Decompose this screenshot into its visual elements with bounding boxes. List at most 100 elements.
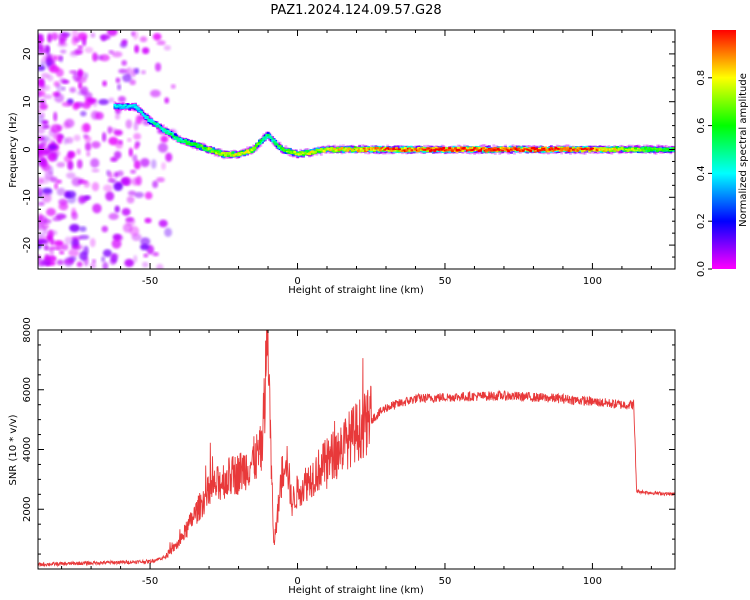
ridge-cell bbox=[322, 148, 326, 151]
noise-blob bbox=[48, 65, 60, 73]
ridge-cell bbox=[362, 147, 366, 150]
noise-blob bbox=[80, 123, 91, 134]
ridge-cell bbox=[431, 147, 435, 150]
noise-blob bbox=[38, 255, 42, 261]
ridge-cell bbox=[316, 149, 320, 153]
ridge-cell bbox=[591, 147, 595, 151]
ridge-cell bbox=[371, 147, 375, 150]
noise-blob bbox=[101, 132, 107, 142]
ridge-cell bbox=[259, 141, 263, 145]
noise-blob bbox=[47, 229, 54, 240]
ridge-cell bbox=[163, 129, 167, 133]
ridge-cell bbox=[204, 147, 208, 150]
ridge-cell bbox=[399, 150, 403, 152]
ridge-cell bbox=[303, 151, 307, 155]
ridge-cell bbox=[663, 148, 667, 151]
noise-blob bbox=[61, 243, 69, 251]
noise-blob bbox=[157, 142, 168, 153]
colorbar-tick-label: 0.6 bbox=[696, 118, 707, 134]
ridge-cell bbox=[579, 147, 583, 155]
ridge-cell bbox=[228, 152, 232, 155]
ridge-cell bbox=[499, 147, 503, 150]
ridge-cell bbox=[429, 149, 432, 153]
ridge-cell bbox=[331, 147, 335, 150]
noise-blob bbox=[79, 226, 87, 232]
ridge-cell bbox=[403, 146, 407, 151]
ridge-cell bbox=[297, 151, 301, 155]
ridge-cell bbox=[148, 120, 152, 123]
ridge-cell bbox=[485, 148, 488, 152]
ridge-cell bbox=[328, 149, 332, 152]
ridge-cell bbox=[576, 147, 580, 151]
ridge-cell bbox=[535, 147, 538, 150]
ridge-cell bbox=[619, 147, 623, 150]
ridge-cell bbox=[260, 139, 264, 143]
ridge-cell bbox=[476, 148, 480, 151]
ridge-cell bbox=[530, 148, 534, 151]
spectrogram-y-ticks: -20 -10 0 10 20 bbox=[22, 29, 675, 270]
ridge-cell bbox=[179, 140, 183, 143]
ridge-cell bbox=[126, 103, 130, 108]
ridge-cell bbox=[288, 150, 292, 153]
ridge-cell bbox=[370, 147, 373, 150]
ridge-cell bbox=[336, 149, 339, 151]
colorbar-tick-label: 0.4 bbox=[696, 165, 707, 181]
ridge-cell bbox=[148, 119, 152, 125]
ridge-cell bbox=[299, 151, 303, 154]
ridge-cell bbox=[607, 148, 611, 151]
ridge-cell bbox=[234, 153, 238, 156]
ridge-cell bbox=[147, 115, 151, 122]
ridge-cell bbox=[569, 149, 572, 153]
ridge-cell bbox=[420, 148, 423, 152]
noise-blob bbox=[80, 110, 87, 117]
noise-blob bbox=[38, 149, 42, 157]
noise-blob bbox=[101, 225, 109, 233]
ridge-cell bbox=[284, 149, 288, 154]
ridge-cell bbox=[580, 148, 584, 151]
noise-blob bbox=[151, 159, 157, 169]
ridge-cell bbox=[309, 150, 313, 153]
ridge-cell bbox=[291, 151, 295, 154]
ridge-cell bbox=[482, 147, 485, 150]
spectrogram-x-ticks: -50 0 50 100 bbox=[61, 30, 652, 287]
ridge-cell bbox=[415, 149, 419, 152]
ridge-cell bbox=[666, 148, 670, 151]
ridge-cell bbox=[213, 151, 217, 154]
ridge-cell bbox=[427, 147, 431, 150]
ridge-cell bbox=[274, 142, 278, 146]
ridge-cell bbox=[464, 148, 468, 151]
ridge-cell bbox=[237, 152, 241, 156]
ridge-cell bbox=[636, 148, 640, 152]
noise-blob bbox=[47, 152, 57, 162]
ridge-cell bbox=[409, 145, 413, 151]
noise-blob bbox=[38, 114, 45, 124]
noise-blob bbox=[42, 226, 47, 236]
y-tick-label: -20 bbox=[22, 237, 33, 253]
ridge-cell bbox=[639, 147, 643, 152]
ridge-cell bbox=[172, 135, 176, 138]
noise-blob bbox=[102, 80, 107, 87]
ridge-cell bbox=[116, 105, 120, 108]
ridge-cell bbox=[560, 146, 564, 150]
ridge-cell bbox=[374, 146, 378, 150]
ridge-cell bbox=[549, 147, 553, 150]
ridge-cell bbox=[405, 149, 409, 152]
noise-blob bbox=[70, 256, 77, 261]
noise-blob bbox=[73, 134, 81, 142]
ridge-cell bbox=[168, 133, 171, 135]
ridge-cell bbox=[421, 148, 425, 151]
ridge-cell bbox=[490, 147, 494, 150]
ridge-cell bbox=[650, 148, 654, 152]
ridge-cell bbox=[464, 146, 468, 150]
noise-blob bbox=[144, 217, 152, 224]
ridge-cell bbox=[402, 146, 406, 151]
ridge-cell bbox=[160, 128, 164, 131]
ridge-cell bbox=[324, 148, 328, 151]
noise-blob bbox=[115, 140, 123, 149]
noise-blob bbox=[75, 75, 87, 84]
snr-x-axis-label: Height of straight line (km) bbox=[288, 585, 424, 596]
noise-blob bbox=[65, 172, 76, 179]
ridge-cell bbox=[616, 148, 620, 151]
ridge-cell bbox=[263, 136, 267, 141]
ridge-cell bbox=[454, 147, 457, 150]
